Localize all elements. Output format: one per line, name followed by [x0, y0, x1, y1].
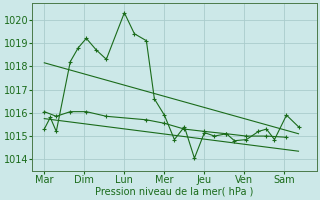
X-axis label: Pression niveau de la mer( hPa ): Pression niveau de la mer( hPa ): [95, 187, 253, 197]
